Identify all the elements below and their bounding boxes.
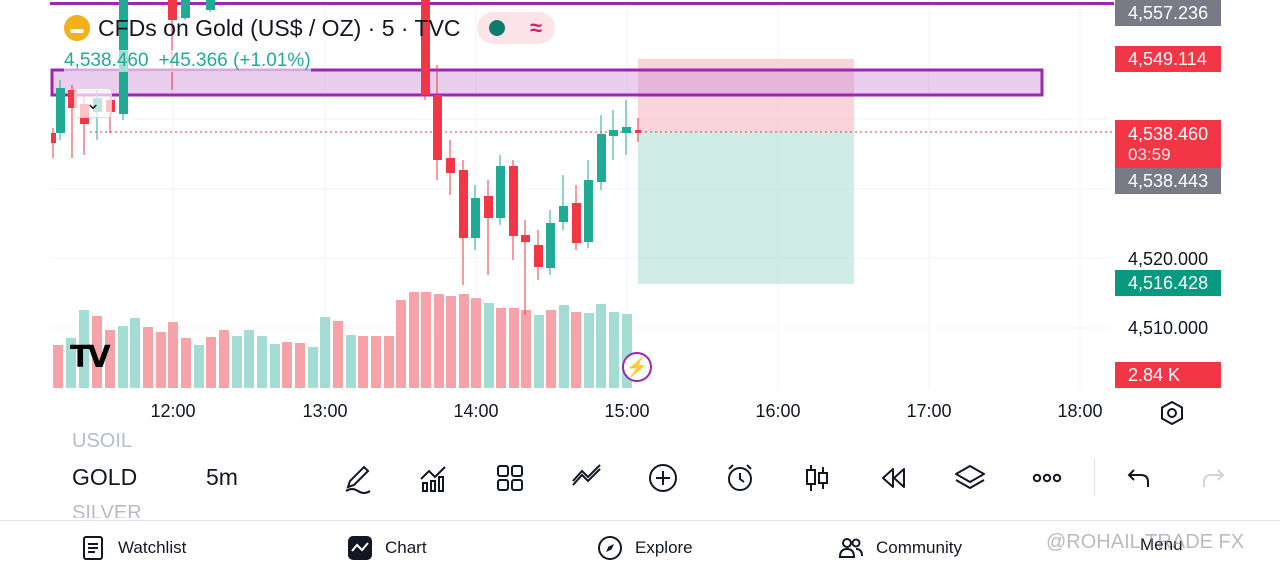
nav-menu[interactable]: Menu bbox=[1140, 535, 1183, 555]
nav-explore[interactable]: Explore bbox=[597, 535, 693, 561]
indicators-button[interactable] bbox=[412, 456, 456, 500]
drawing-tools-button[interactable] bbox=[335, 456, 379, 500]
nav-chart-label: Chart bbox=[385, 538, 427, 557]
legend-last-price: 4,538.460 bbox=[64, 50, 149, 71]
more-button[interactable] bbox=[1025, 456, 1069, 500]
layers-button[interactable] bbox=[948, 456, 992, 500]
layouts-icon bbox=[497, 465, 523, 491]
time-axis-label: 13:00 bbox=[302, 401, 348, 421]
price-axis-label: 4,520.000 bbox=[1128, 249, 1209, 269]
replay-button[interactable] bbox=[871, 456, 915, 500]
lightning-icon[interactable]: ⚡ bbox=[622, 352, 652, 382]
time-axis-label: 12:00 bbox=[150, 401, 196, 421]
symbol-title: CFDs on Gold (US$ / OZ) · 5 · TVC bbox=[98, 14, 461, 41]
volume-badge: 2.84 K bbox=[1115, 362, 1221, 388]
chart-area[interactable]: ▬ CFDs on Gold (US$ / OZ) · 5 · TVC ≈ 4,… bbox=[0, 0, 1280, 436]
resistance-price-badge: 4,549.114 bbox=[1115, 46, 1221, 72]
time-axis-label: 17:00 bbox=[906, 401, 952, 421]
chevron-down-icon: ⌄ bbox=[85, 92, 101, 113]
bottom-navigation: Watchlist Chart Explore Community Menu @… bbox=[0, 520, 1280, 577]
add-button[interactable] bbox=[641, 456, 685, 500]
nav-menu-label: Menu bbox=[1140, 535, 1183, 554]
target-zone bbox=[638, 132, 854, 284]
toolbar-divider bbox=[1094, 458, 1095, 496]
compass-icon bbox=[598, 536, 622, 560]
price-axis-label: 4,510.000 bbox=[1128, 318, 1209, 338]
current-price-badge: 4,538.460 03:59 bbox=[1115, 120, 1221, 168]
candles bbox=[51, 0, 641, 315]
collapse-legend-button[interactable]: ⌄ bbox=[74, 88, 112, 118]
next-symbol[interactable]: SILVER bbox=[72, 502, 142, 518]
bid-price-badge: 4,538.443 bbox=[1115, 168, 1221, 194]
nav-explore-label: Explore bbox=[635, 538, 693, 557]
candles-icon bbox=[806, 465, 828, 491]
pencil-icon bbox=[345, 465, 371, 494]
add-icon bbox=[649, 464, 677, 492]
compare-icon bbox=[572, 464, 601, 486]
nav-watchlist-label: Watchlist bbox=[118, 538, 187, 557]
replay-icon bbox=[882, 468, 905, 488]
chart-type-button[interactable] bbox=[795, 456, 839, 500]
nav-community[interactable]: Community bbox=[838, 535, 962, 561]
time-axis-label: 18:00 bbox=[1057, 401, 1103, 421]
chart-settings-icon[interactable] bbox=[1159, 400, 1185, 426]
symbol-legend[interactable]: ▬ CFDs on Gold (US$ / OZ) · 5 · TVC ≈ bbox=[64, 12, 555, 44]
alert-icon bbox=[728, 464, 752, 491]
more-icon bbox=[1032, 473, 1062, 483]
redo-icon bbox=[1203, 469, 1225, 487]
volume-bars bbox=[53, 292, 632, 388]
target-price-badge: 4,516.428 bbox=[1115, 270, 1221, 296]
resistance-zone bbox=[50, 68, 1044, 97]
price-change-line: 4,538.460 +45.366 (+1.01%) bbox=[64, 50, 311, 72]
time-axis-label: 14:00 bbox=[453, 401, 499, 421]
grid bbox=[50, 0, 1110, 390]
tradingview-logo: TV bbox=[70, 340, 111, 375]
alert-button[interactable] bbox=[718, 456, 762, 500]
top-zone-line bbox=[50, 2, 1114, 5]
nav-chart[interactable]: Chart bbox=[347, 535, 427, 561]
current-symbol[interactable]: GOLD bbox=[72, 464, 138, 490]
legend-change: +45.366 (+1.01%) bbox=[158, 50, 311, 71]
undo-icon bbox=[1127, 469, 1149, 487]
nav-community-label: Community bbox=[876, 538, 962, 557]
bar-countdown: 03:59 bbox=[1128, 144, 1171, 164]
chart-icon bbox=[348, 536, 372, 560]
layers-icon bbox=[955, 465, 985, 489]
top-price-badge: 4,557.236 bbox=[1115, 0, 1221, 26]
bottom-toolbar: USOIL GOLD SILVER 5m bbox=[0, 430, 1280, 520]
indicators-icon bbox=[420, 466, 446, 492]
watchlist-icon bbox=[83, 536, 103, 560]
gold-bar-icon: ▬ bbox=[64, 15, 90, 41]
prev-symbol[interactable]: USOIL bbox=[72, 430, 133, 452]
interval-selector[interactable]: 5m bbox=[206, 464, 238, 490]
compare-button[interactable] bbox=[565, 456, 609, 500]
market-status-pill[interactable]: ≈ bbox=[476, 12, 555, 44]
layouts-button[interactable] bbox=[488, 456, 532, 500]
time-axis-label: 15:00 bbox=[604, 401, 650, 421]
watermark-text: @ROHAIL TRADE FX bbox=[1046, 531, 1245, 553]
nav-watchlist[interactable]: Watchlist bbox=[80, 535, 186, 561]
current-price-value: 4,538.460 bbox=[1128, 123, 1209, 144]
market-open-dot-icon bbox=[489, 20, 505, 36]
time-axis-label: 16:00 bbox=[755, 401, 801, 421]
undo-button[interactable] bbox=[1116, 456, 1160, 500]
delayed-data-icon: ≈ bbox=[529, 15, 543, 40]
redo-button[interactable] bbox=[1192, 456, 1236, 500]
community-icon bbox=[838, 538, 863, 558]
